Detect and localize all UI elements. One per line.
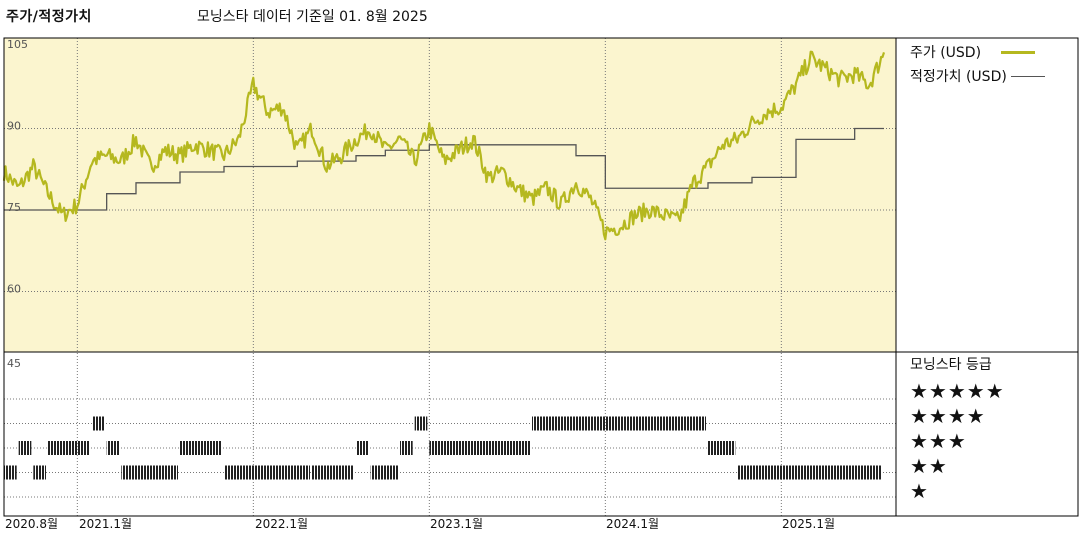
rating-plot-area	[4, 352, 896, 516]
legend-price-label: 주가 (USD)	[910, 45, 982, 61]
y-tick-label: 90	[7, 120, 21, 133]
fair-value-line	[4, 127, 884, 211]
legend-price: 주가 (USD)	[910, 42, 1036, 62]
rating-bar-2-stars	[224, 465, 310, 480]
legend-fair-value-swatch	[1010, 75, 1045, 77]
rating-4-stars: ★★★★	[910, 404, 986, 428]
x-label-2025-jan: 2025.1월	[782, 517, 836, 531]
x-label-2021-jan: 2021.1월	[79, 517, 133, 531]
rating-bar-4-stars	[414, 416, 428, 431]
rating-bar-2-stars	[737, 465, 882, 480]
y-tick-label: 75	[7, 201, 21, 214]
rating-bar-3-stars	[429, 441, 530, 455]
y-tick-label: 105	[7, 38, 28, 51]
rating-bar-3-stars	[18, 441, 32, 455]
rating-1-star: ★	[910, 479, 929, 503]
price-line	[2, 50, 886, 241]
rating-bar-2-stars	[121, 465, 178, 480]
legend-fair-value: 적정가치 (USD)	[910, 66, 1045, 86]
rating-3-stars: ★★★	[910, 429, 967, 453]
x-label-2023-jan: 2023.1월	[430, 517, 484, 531]
rating-bar-2-stars	[4, 465, 17, 480]
rating-bar-2-stars	[370, 465, 398, 480]
data-source-note: 모닝스타 데이터 기준일 01. 8월 2025	[197, 9, 428, 25]
legend-price-swatch	[1001, 50, 1036, 54]
rating-bar-3-stars	[180, 441, 222, 455]
price-plot-area	[4, 38, 896, 352]
chart-title: 주가/적정가치	[6, 9, 92, 25]
rating-bar-2-stars	[33, 465, 46, 480]
rating-bar-3-stars	[106, 441, 120, 455]
rating-2-stars: ★★	[910, 454, 948, 478]
y-tick-label: 45	[7, 357, 21, 370]
rating-bar-4-stars	[92, 416, 105, 431]
rating-bar-4-stars	[532, 416, 706, 431]
rating-bar-3-stars	[48, 441, 90, 455]
rating-5-stars: ★★★★★	[910, 379, 1005, 403]
legend-fair-value-label: 적정가치 (USD)	[910, 69, 1007, 85]
rating-bar-2-stars	[312, 465, 354, 480]
chart-frame	[3, 37, 1079, 517]
rating-bar-3-stars	[708, 441, 736, 455]
rating-bar-3-stars	[356, 441, 369, 455]
x-label-2022-jan: 2022.1월	[255, 517, 309, 531]
rating-bar-3-stars	[400, 441, 413, 455]
y-tick-label: 60	[7, 283, 21, 296]
x-label-2020-aug: 2020.8월	[5, 517, 59, 531]
rating-panel-title: 모닝스타 등급	[910, 357, 992, 373]
x-label-2024-jan: 2024.1월	[606, 517, 660, 531]
